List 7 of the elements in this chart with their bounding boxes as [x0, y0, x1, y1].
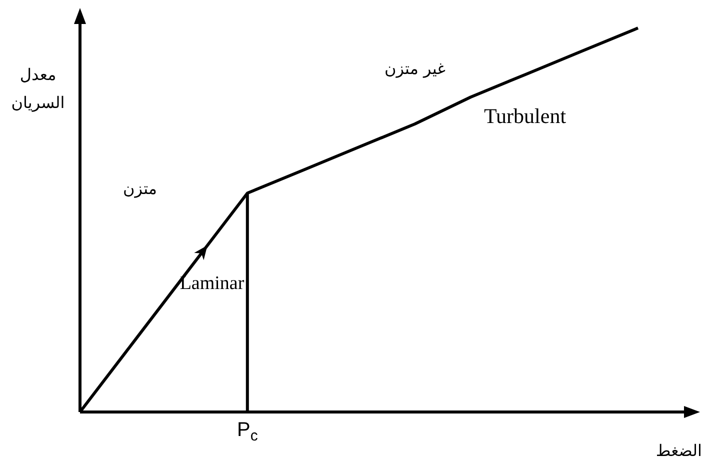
annotation: غير متزن — [384, 59, 446, 78]
x-axis-title: الضغط — [656, 441, 702, 460]
annotation: P$_{c}$ — [236, 419, 258, 444]
y-axis-title: معدل السريان — [11, 65, 65, 112]
annotation: متزن — [123, 179, 157, 198]
annotation: Laminar — [180, 273, 245, 294]
annotation: Turbulent — [484, 104, 566, 128]
